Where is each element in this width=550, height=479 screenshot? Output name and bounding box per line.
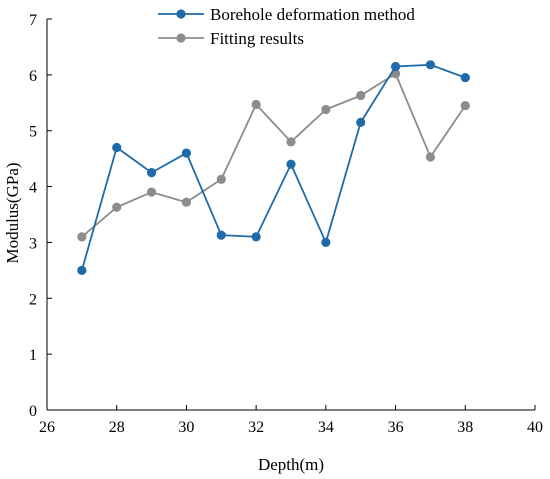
x-tick-label: 34: [318, 419, 334, 436]
data-point: [181, 148, 192, 158]
y-tick-label: 5: [29, 124, 37, 141]
data-point: [146, 168, 157, 178]
legend: Borehole deformation method Fitting resul…: [158, 5, 415, 48]
data-point: [286, 137, 296, 147]
y-tick-label: 6: [29, 68, 37, 85]
y-tick-label: 3: [29, 235, 37, 252]
x-tick-label: 38: [457, 419, 473, 436]
legend-marker: [176, 33, 186, 43]
x-tick-label: 26: [39, 419, 55, 436]
data-point: [216, 174, 226, 184]
data-point: [425, 152, 436, 162]
y-tick-label: 4: [29, 180, 37, 197]
series-layer: [77, 60, 470, 275]
series-line: [81, 72, 467, 238]
y-tick-label: 1: [29, 347, 37, 364]
data-point: [251, 232, 261, 242]
y-tick-label: 2: [29, 291, 37, 308]
data-point: [425, 60, 436, 70]
data-point: [286, 159, 296, 169]
y-axis-label: Modulus(GPa): [3, 162, 22, 263]
data-point: [321, 104, 331, 115]
x-tick-label: 40: [527, 419, 543, 436]
y-tick-label: 7: [29, 12, 37, 29]
legend-label: Fitting results: [210, 29, 304, 48]
x-tick-label: 30: [178, 419, 194, 436]
series-0: [77, 60, 470, 275]
data-point: [112, 142, 122, 153]
x-axis-label: Depth(m): [258, 455, 324, 474]
series-line: [80, 63, 466, 271]
data-point: [356, 90, 366, 101]
x-tick-label: 36: [388, 419, 404, 436]
y-tick-label: 0: [29, 403, 37, 420]
legend-item-1: Fitting results: [158, 29, 304, 48]
data-point: [77, 232, 87, 242]
data-point: [181, 197, 192, 207]
legend-item-0: Borehole deformation method: [158, 5, 415, 24]
legend-marker: [176, 9, 186, 19]
data-point: [356, 117, 366, 127]
data-point: [390, 61, 401, 72]
data-point: [251, 99, 261, 110]
data-point: [460, 73, 470, 83]
data-point: [321, 237, 331, 248]
data-point: [216, 230, 226, 240]
x-tick-label: 32: [248, 419, 264, 436]
data-point: [112, 202, 122, 212]
x-tick-label: 28: [109, 419, 125, 436]
legend-label: Borehole deformation method: [210, 5, 415, 24]
data-point: [460, 100, 470, 111]
data-point: [146, 187, 157, 197]
series-1: [77, 69, 470, 242]
data-point: [77, 265, 87, 275]
